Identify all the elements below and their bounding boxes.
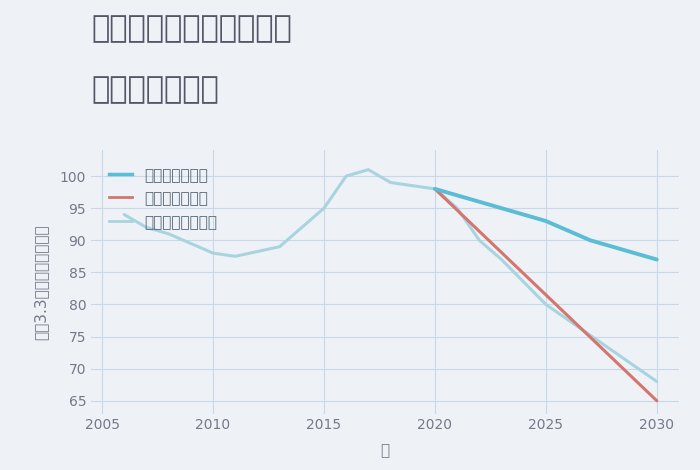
Legend: グッドシナリオ, バッドシナリオ, ノーマルシナリオ: グッドシナリオ, バッドシナリオ, ノーマルシナリオ [104, 163, 222, 235]
Text: 兵庫県西宮市今津港町の: 兵庫県西宮市今津港町の [91, 14, 292, 43]
X-axis label: 年: 年 [380, 444, 390, 459]
Y-axis label: 坪（3.3㎡）単価（万円）: 坪（3.3㎡）単価（万円） [34, 224, 49, 340]
Text: 土地の価格推移: 土地の価格推移 [91, 75, 218, 104]
